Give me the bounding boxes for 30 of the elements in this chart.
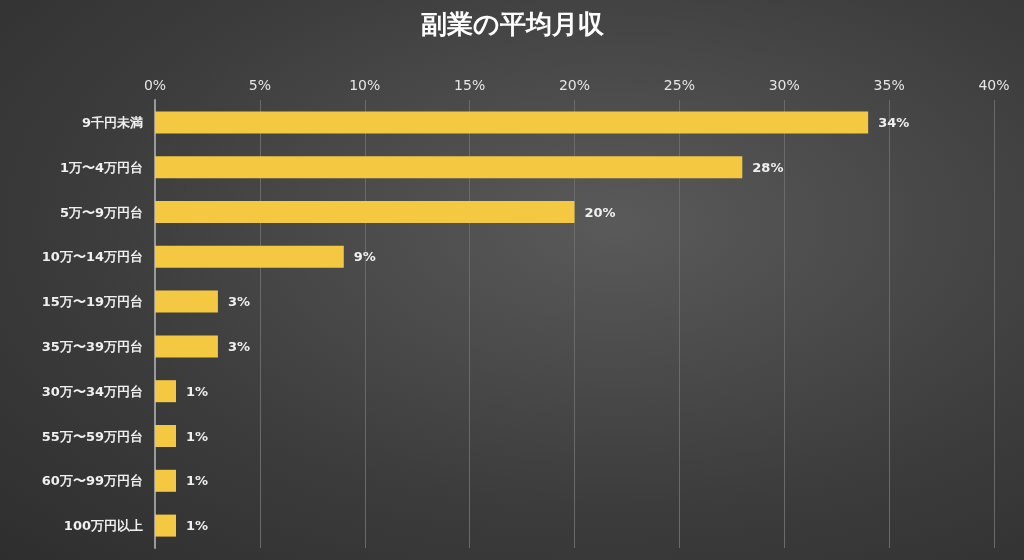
data-label: 1%: [185, 473, 209, 489]
y-tick-label: 10万〜14万円台: [41, 249, 143, 265]
data-label: 20%: [584, 204, 616, 220]
data-label: 9%: [353, 249, 376, 265]
y-tick-label: 15万〜19万円台: [41, 294, 143, 310]
y-tick-label: 9千円未満: [81, 114, 143, 130]
data-label: 3%: [227, 338, 250, 354]
data-label: 1%: [185, 518, 209, 534]
data-label: 1%: [185, 383, 209, 399]
y-tick-label: 30万〜34万円台: [41, 383, 143, 399]
y-tick-label: 35万〜39万円台: [41, 338, 143, 354]
x-tick-label: 35%: [873, 77, 905, 93]
data-label: 34%: [878, 114, 910, 130]
x-tick-label: 25%: [663, 77, 695, 93]
x-tick-label: 10%: [349, 77, 381, 93]
data-label: 28%: [752, 159, 784, 175]
chart-title: 副業の平均月収: [420, 9, 605, 39]
x-tick-label: 0%: [143, 77, 167, 93]
y-tick-label: 55万〜59万円台: [41, 428, 143, 444]
y-tick-label: 60万〜99万円台: [41, 473, 143, 489]
y-tick-label: 100万円以上: [63, 518, 143, 534]
x-tick-label: 5%: [248, 77, 271, 93]
x-tick-label: 20%: [558, 77, 591, 93]
x-tick-label: 15%: [454, 77, 486, 93]
y-tick-label: 5万〜9万円台: [59, 204, 143, 220]
data-label: 1%: [185, 428, 209, 444]
data-label: 3%: [227, 294, 250, 310]
x-tick-label: 40%: [978, 77, 1010, 93]
x-tick-label: 30%: [768, 77, 800, 93]
y-tick-label: 1万〜4万円台: [59, 159, 143, 175]
